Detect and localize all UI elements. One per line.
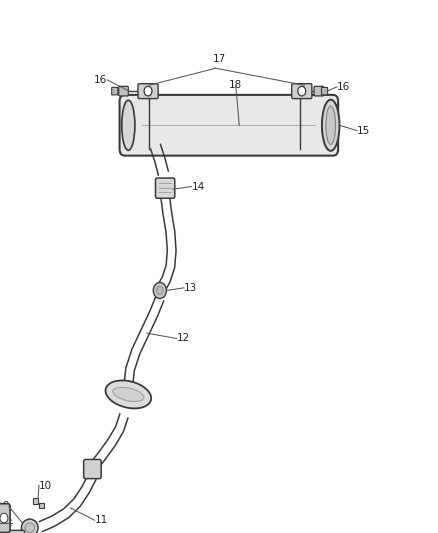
FancyBboxPatch shape (138, 84, 158, 99)
FancyBboxPatch shape (321, 87, 328, 95)
FancyBboxPatch shape (120, 95, 338, 156)
Bar (39, 503, 44, 508)
Text: 15: 15 (357, 126, 370, 135)
Bar (33, 498, 38, 504)
Ellipse shape (113, 387, 144, 401)
Ellipse shape (21, 519, 38, 533)
Text: 13: 13 (184, 283, 197, 293)
Ellipse shape (122, 100, 135, 150)
Text: 14: 14 (191, 182, 205, 191)
Text: 12: 12 (177, 334, 190, 343)
FancyBboxPatch shape (292, 84, 312, 99)
Circle shape (0, 513, 8, 523)
Ellipse shape (326, 106, 336, 144)
Text: 16: 16 (94, 75, 107, 85)
Text: 17: 17 (212, 54, 226, 64)
FancyBboxPatch shape (314, 86, 324, 96)
Text: 2: 2 (6, 519, 12, 528)
FancyBboxPatch shape (0, 504, 10, 532)
Ellipse shape (25, 523, 35, 532)
FancyBboxPatch shape (5, 530, 25, 533)
Text: 9: 9 (2, 502, 9, 511)
FancyBboxPatch shape (84, 459, 101, 479)
Circle shape (156, 286, 163, 295)
Ellipse shape (106, 381, 151, 408)
FancyBboxPatch shape (119, 86, 128, 96)
Circle shape (153, 282, 166, 298)
Text: 16: 16 (337, 82, 350, 92)
Ellipse shape (322, 100, 339, 151)
Circle shape (298, 86, 306, 96)
Circle shape (144, 86, 152, 96)
Text: 11: 11 (95, 515, 108, 525)
FancyBboxPatch shape (112, 87, 118, 95)
Text: 10: 10 (39, 481, 52, 490)
Text: 18: 18 (229, 80, 242, 90)
FancyBboxPatch shape (155, 178, 175, 198)
